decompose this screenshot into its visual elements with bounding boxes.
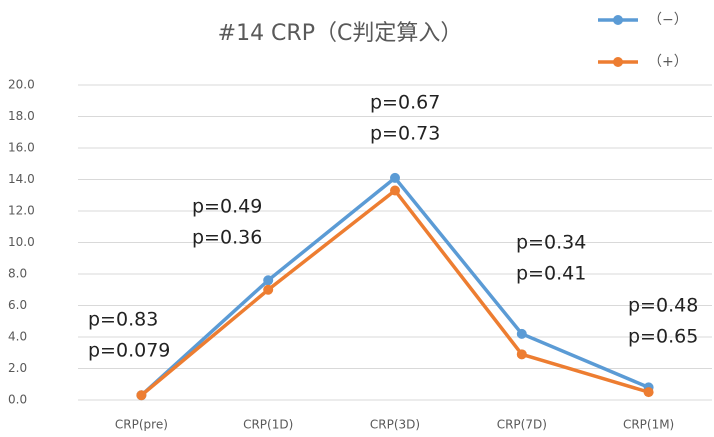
y-tick-label: 12.0 xyxy=(8,204,35,218)
annotation: p=0.079 xyxy=(88,340,170,362)
annotation: p=0.48 xyxy=(628,295,698,317)
y-tick-label: 10.0 xyxy=(8,235,35,249)
y-tick-label: 0.0 xyxy=(8,393,27,407)
legend-label: （+） xyxy=(648,54,688,70)
y-tick-label: 16.0 xyxy=(8,141,35,155)
legend-marker xyxy=(613,57,623,67)
y-tick-label: 20.0 xyxy=(8,78,35,92)
annotation: p=0.73 xyxy=(370,123,440,145)
x-tick-label: CRP(3D) xyxy=(370,418,420,432)
y-tick-label: 18.0 xyxy=(8,109,35,123)
x-tick-label: CRP(7D) xyxy=(497,418,547,432)
point xyxy=(643,387,654,398)
annotation: p=0.49 xyxy=(192,196,262,218)
annotation: p=0.83 xyxy=(88,309,158,331)
point xyxy=(516,328,527,339)
x-tick-label: CRP(1D) xyxy=(243,418,293,432)
legend-marker xyxy=(613,15,623,25)
annotation: p=0.36 xyxy=(192,227,262,249)
y-tick-label: 4.0 xyxy=(8,330,27,344)
legend-label: （−） xyxy=(648,12,688,28)
point xyxy=(390,172,400,183)
point xyxy=(263,275,274,286)
annotation: p=0.41 xyxy=(516,263,586,285)
annotation: p=0.34 xyxy=(516,232,586,254)
annotation: p=0.67 xyxy=(370,92,440,114)
x-tick-label: CRP(pre) xyxy=(115,418,168,432)
x-tick-label: CRP(1M) xyxy=(623,418,674,432)
y-tick-label: 14.0 xyxy=(8,172,35,186)
y-tick-label: 6.0 xyxy=(8,298,27,312)
point xyxy=(390,185,400,196)
point xyxy=(263,284,274,295)
annotation: p=0.65 xyxy=(628,326,698,348)
y-tick-label: 2.0 xyxy=(8,361,27,375)
point xyxy=(136,390,147,401)
point xyxy=(516,349,527,360)
series-line xyxy=(140,188,650,397)
chart-title: #14 CRP（C判定算入） xyxy=(218,21,463,46)
y-tick-label: 8.0 xyxy=(8,267,27,281)
